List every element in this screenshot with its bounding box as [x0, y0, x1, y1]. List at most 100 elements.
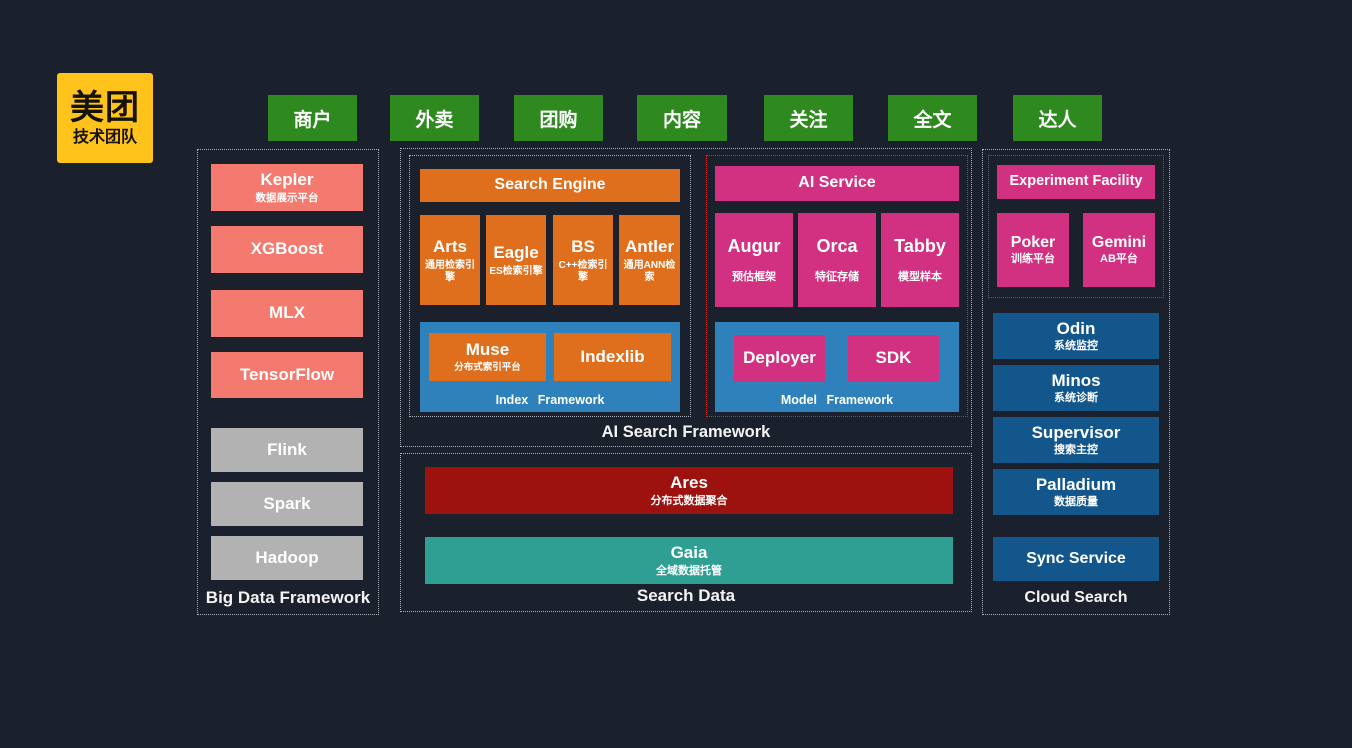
node-antler: Antler 通用ANN检索 — [619, 215, 680, 305]
ai-service-header: AI Service — [715, 166, 959, 201]
node-bs-name: BS — [571, 236, 595, 256]
node-supervisor: Supervisor 搜索主控 — [993, 417, 1159, 463]
node-gaia-name: Gaia — [670, 543, 708, 563]
node-mlx-name: MLX — [269, 303, 305, 323]
node-arts-sub: 通用检索引擎 — [425, 259, 475, 283]
node-flink-name: Flink — [267, 439, 307, 459]
node-muse: Muse 分布式索引平台 — [429, 333, 546, 381]
node-augur: Augur 预估框架 — [715, 213, 793, 307]
channel-content: 内容 — [637, 95, 727, 141]
node-tabby-sub: 模型样本 — [898, 271, 942, 284]
search-engine-header-text: Search Engine — [494, 176, 606, 194]
node-hadoop-name: Hadoop — [255, 547, 319, 567]
node-tabby-name: Tabby — [894, 235, 946, 256]
node-orca-sub: 特征存储 — [815, 271, 859, 284]
channel-follow: 关注 — [764, 95, 853, 141]
node-odin-sub: 系统监控 — [1054, 340, 1098, 353]
node-sdk: SDK — [848, 335, 939, 382]
node-indexlib: Indexlib — [554, 333, 671, 381]
node-hadoop: Hadoop — [211, 536, 363, 580]
node-muse-name: Muse — [465, 340, 510, 360]
channel-takeout: 外卖 — [390, 95, 479, 141]
node-gaia: Gaia 全域数据托管 — [425, 537, 953, 584]
experiment-facility-header-text: Experiment Facility — [1009, 173, 1143, 190]
node-minos-name: Minos — [1051, 370, 1101, 390]
node-poker-sub: 训练平台 — [1011, 253, 1055, 266]
search-data-label: Search Data — [636, 586, 736, 605]
node-indexlib-name: Indexlib — [580, 346, 645, 366]
node-ares-name: Ares — [670, 473, 708, 493]
node-kepler: Kepler 数据展示平台 — [211, 164, 363, 211]
node-supervisor-name: Supervisor — [1031, 422, 1121, 442]
node-gaia-sub: 全域数据托管 — [656, 564, 722, 577]
node-orca: Orca 特征存储 — [798, 213, 876, 307]
big-data-framework-label: Big Data Framework — [205, 588, 371, 607]
cloud-search-label: Cloud Search — [1024, 589, 1128, 606]
node-arts: Arts 通用检索引擎 — [420, 215, 480, 305]
node-eagle-name: Eagle — [493, 242, 539, 262]
channel-groupbuy: 团购 — [514, 95, 603, 141]
index-framework-panel: Muse 分布式索引平台 Indexlib Index Framework — [420, 322, 680, 412]
channel-influencer: 达人 — [1013, 95, 1102, 141]
node-palladium-name: Palladium — [1035, 474, 1117, 494]
node-muse-sub: 分布式索引平台 — [454, 362, 521, 374]
node-bs-sub: C++检索引擎 — [558, 259, 608, 283]
node-palladium: Palladium 数据质量 — [993, 469, 1159, 515]
node-gemini-sub: AB平台 — [1100, 253, 1138, 266]
ai-service-group: AI Service Augur 预估框架 Orca 特征存储 Tabby 模型… — [706, 155, 968, 417]
meituan-tech-logo: 美团 技术团队 — [57, 73, 153, 163]
node-antler-name: Antler — [624, 236, 675, 256]
node-tensorflow: TensorFlow — [211, 352, 363, 398]
node-gemini: Gemini AB平台 — [1083, 213, 1155, 287]
node-ares: Ares 分布式数据聚合 — [425, 467, 953, 514]
node-mlx: MLX — [211, 290, 363, 337]
node-augur-name: Augur — [727, 235, 781, 256]
node-sync-service-name: Sync Service — [1026, 549, 1126, 567]
node-minos-sub: 系统诊断 — [1054, 392, 1098, 405]
node-supervisor-sub: 搜索主控 — [1054, 444, 1098, 457]
node-deployer: Deployer — [734, 335, 825, 382]
node-tensorflow-name: TensorFlow — [239, 364, 335, 384]
ai-service-header-text: AI Service — [798, 174, 876, 192]
node-bs: BS C++检索引擎 — [553, 215, 613, 305]
channel-merchant: 商户 — [268, 95, 357, 141]
node-arts-name: Arts — [432, 236, 467, 256]
node-spark: Spark — [211, 482, 363, 526]
cloud-search-panel: Experiment Facility Poker 训练平台 Gemini AB… — [982, 149, 1170, 615]
search-data-panel: Ares 分布式数据聚合 Gaia 全域数据托管 Search Data — [400, 453, 972, 612]
big-data-framework-panel: Kepler 数据展示平台 XGBoost MLX TensorFlow Fli… — [197, 149, 379, 615]
node-poker-name: Poker — [1010, 233, 1056, 251]
experiment-facility-group: Experiment Facility Poker 训练平台 Gemini AB… — [988, 155, 1164, 298]
search-engine-header: Search Engine — [420, 169, 680, 202]
node-odin: Odin 系统监控 — [993, 313, 1159, 359]
node-kepler-name: Kepler — [260, 170, 314, 190]
node-antler-sub: 通用ANN检索 — [623, 259, 676, 283]
ai-search-framework-label: AI Search Framework — [601, 423, 771, 441]
experiment-facility-header: Experiment Facility — [997, 165, 1155, 199]
channel-fulltext: 全文 — [888, 95, 977, 141]
index-framework-label: Index Framework — [495, 393, 605, 407]
node-minos: Minos 系统诊断 — [993, 365, 1159, 411]
model-framework-panel: Deployer SDK Model Framework — [715, 322, 959, 412]
node-palladium-sub: 数据质量 — [1054, 496, 1098, 509]
logo-title: 美团 — [70, 88, 140, 127]
node-odin-name: Odin — [1056, 318, 1096, 338]
node-xgboost: XGBoost — [211, 226, 363, 273]
node-ares-sub: 分布式数据聚合 — [650, 494, 728, 507]
ai-search-framework-panel: Search Engine Arts 通用检索引擎 Eagle ES检索引擎 B… — [400, 148, 972, 447]
node-spark-name: Spark — [263, 493, 311, 513]
node-gemini-name: Gemini — [1091, 233, 1147, 251]
node-poker: Poker 训练平台 — [997, 213, 1069, 287]
node-deployer-name: Deployer — [743, 348, 816, 368]
node-sync-service: Sync Service — [993, 537, 1159, 581]
node-eagle-sub: ES检索引擎 — [489, 265, 543, 277]
node-xgboost-name: XGBoost — [250, 239, 324, 259]
model-framework-label: Model Framework — [780, 393, 894, 407]
node-eagle: Eagle ES检索引擎 — [486, 215, 546, 305]
node-flink: Flink — [211, 428, 363, 472]
logo-subtitle: 技术团队 — [72, 128, 137, 146]
node-tabby: Tabby 模型样本 — [881, 213, 959, 307]
node-kepler-sub: 数据展示平台 — [255, 192, 319, 205]
search-engine-group: Search Engine Arts 通用检索引擎 Eagle ES检索引擎 B… — [409, 155, 691, 417]
